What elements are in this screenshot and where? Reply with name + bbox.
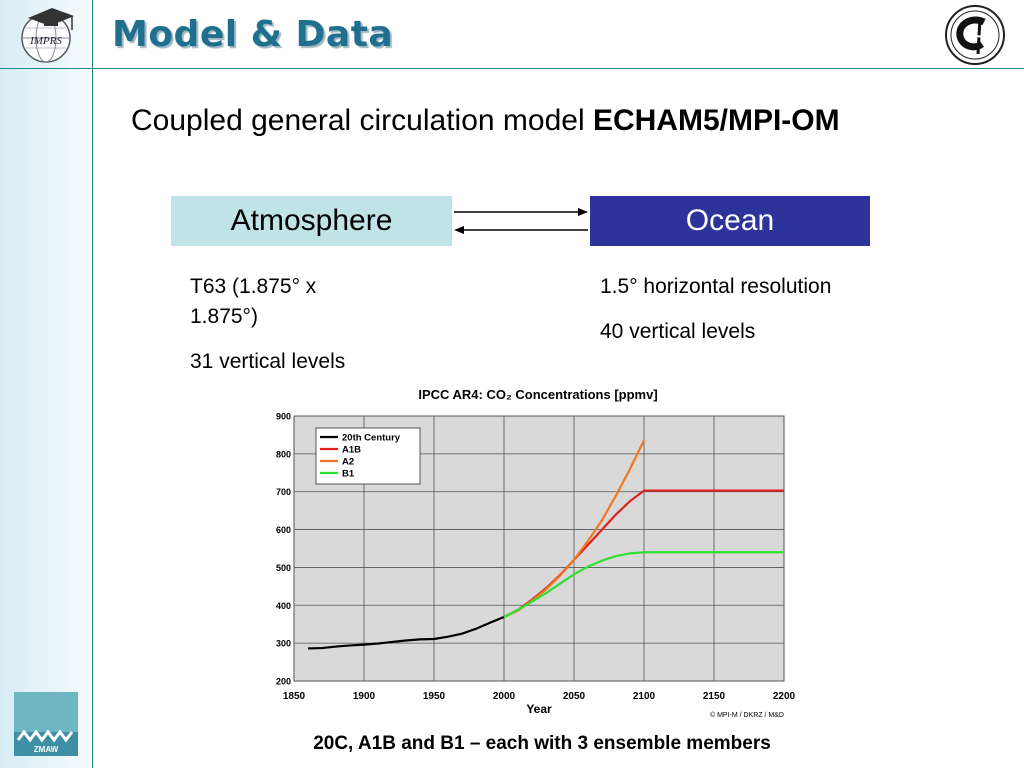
legend-label: B1 [342,469,355,480]
y-tick-label: 300 [276,639,291,649]
svg-text:ZMAW: ZMAW [34,745,59,754]
coupling-arrows-icon [454,208,588,234]
y-tick-label: 900 [276,412,291,422]
y-tick-label: 700 [276,487,291,497]
series-line-20th-century [307,616,505,650]
chart-title: IPCC AR4: CO₂ Concentrations [ppmv] [418,387,657,402]
model-description: Coupled general circulation model ECHAM5… [131,104,840,138]
legend-label: A1B [342,445,361,456]
y-tick-label: 200 [276,677,291,687]
ocean-levels: 40 vertical levels [600,320,756,343]
legend-label: A2 [342,457,354,468]
model-description-prefix: Coupled general circulation model [131,104,593,137]
y-tick-label: 400 [276,601,291,611]
header-divider [0,68,1024,69]
chart-credit: © MPI-M / DKRZ / M&D [710,711,784,719]
institute-logo [945,5,1005,65]
left-sidebar-band [0,0,93,768]
x-tick-label: 1950 [423,691,446,702]
series-line-b1 [503,551,784,618]
atmosphere-box: Atmosphere [171,196,452,246]
ensemble-caption: 20C, A1B and B1 – each with 3 ensemble m… [313,733,771,754]
imprs-logo: IMPRS [21,8,74,63]
co2-concentration-chart: IPCC AR4: CO₂ Concentrations [ppmv] 1850 1… [276,387,796,719]
x-tick-label: 2200 [773,691,796,702]
x-tick-label: 1850 [283,691,306,702]
ocean-box: Ocean [590,196,870,246]
x-tick-label: 2150 [703,691,726,702]
y-tick-label: 500 [276,563,291,573]
legend-label: 20th Century [342,433,401,444]
x-tick-label: 2050 [563,691,586,702]
atmosphere-resolution: T63 (1.875° x 1.875°) [190,275,317,328]
x-tick-label: 2000 [493,691,516,702]
svg-text:IMPRS: IMPRS [29,35,62,47]
atmosphere-details: T63 (1.875° x 1.875°) 31 vertical levels [190,272,390,392]
slide-title: Model & Data [112,14,394,55]
x-tick-label: 2100 [633,691,656,702]
atmosphere-levels: 31 vertical levels [190,350,346,373]
y-tick-label: 600 [276,525,291,535]
x-tick-label: 1900 [353,691,376,702]
x-axis-label: Year [526,702,552,716]
zmaw-logo: ZMAW [14,692,78,756]
ocean-resolution: 1.5° horizontal resolution [600,275,832,298]
model-name: ECHAM5/MPI-OM [592,104,840,137]
ocean-details: 1.5° horizontal resolution 40 vertical l… [600,272,920,362]
y-tick-label: 800 [276,449,291,459]
